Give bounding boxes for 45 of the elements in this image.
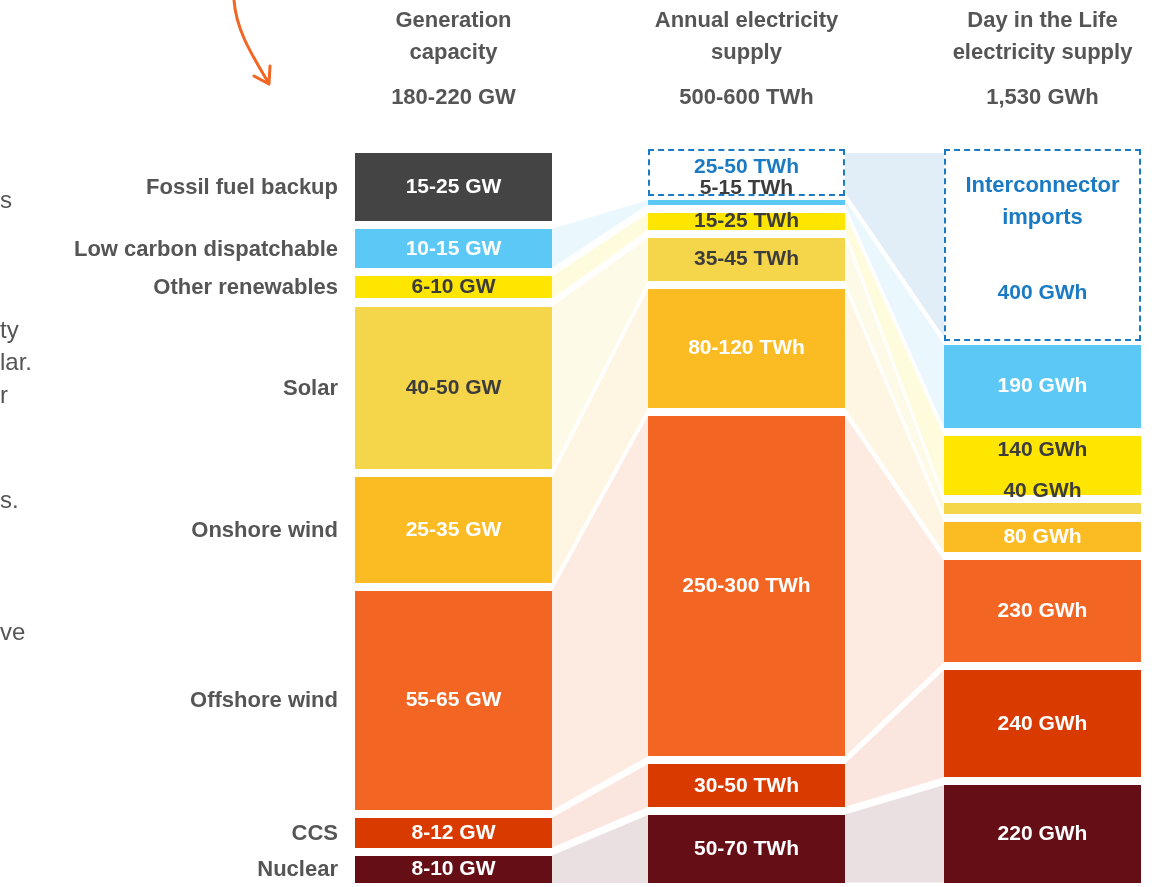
text: ty [0,316,19,344]
series-label: Nuclear [257,856,338,883]
chart-title: Annual electricity supply [653,6,840,66]
annotation: 30-50 TWh [693,772,800,796]
series-label: Fossil fuel backup [146,174,338,200]
text: r [0,381,8,409]
annotation: 190 GWh [996,373,1089,397]
annotation: 40-50 GW [404,374,503,398]
annotation: 10-15 GW [404,235,503,259]
text: ve [0,618,26,646]
annotation: 55-65 GW [404,687,503,711]
annotation: 25-35 GW [404,516,503,540]
annotation: 80 GWh [1002,524,1083,548]
series-label: Solar [282,374,338,401]
series-label: Low carbon dispatchable [73,235,338,262]
annotation: 240 GWh [996,710,1089,734]
annotation: 6-10 GW [410,274,497,298]
series-label: Onshore wind [191,516,338,543]
annotation: 40 GWh [1002,477,1083,501]
series-label: Offshore wind [190,687,338,714]
annotation: 50-70 TWh [693,835,800,859]
annotation: 220 GWh [996,821,1089,845]
annotation: 35-45 TWh [693,246,800,270]
chart-subtitle: 180-220 GW [390,84,517,110]
annotation: 140 GWh [996,436,1089,460]
series-label: Interconnector imports [964,171,1121,231]
text: s [0,186,12,214]
chart-title: Generation capacity [394,6,513,66]
chart-subtitle: 500-600 TWh [678,84,815,110]
series-label: CCS [291,819,338,846]
annotation: 230 GWh [996,598,1089,622]
text: lar. [0,348,33,376]
series-label: Other renewables [153,274,338,301]
annotation: 8-10 GW [410,856,497,880]
chart-title: Day in the Life electricity supply [951,6,1134,66]
annotation: 80-120 TWh [687,335,806,359]
annotation: 250-300 TWh [681,572,812,596]
annotation: 8-12 GW [410,819,497,843]
annotation: 15-25 GW [404,174,503,197]
annotation: 25-50 TWh [693,154,800,177]
annotation: 400 GWh [996,279,1089,303]
annotation: 15-25 TWh [648,208,845,232]
text: s. [0,486,19,514]
annotation: 5-15 TWh [698,175,795,199]
chart-subtitle: 1,530 GWh [985,84,1100,110]
